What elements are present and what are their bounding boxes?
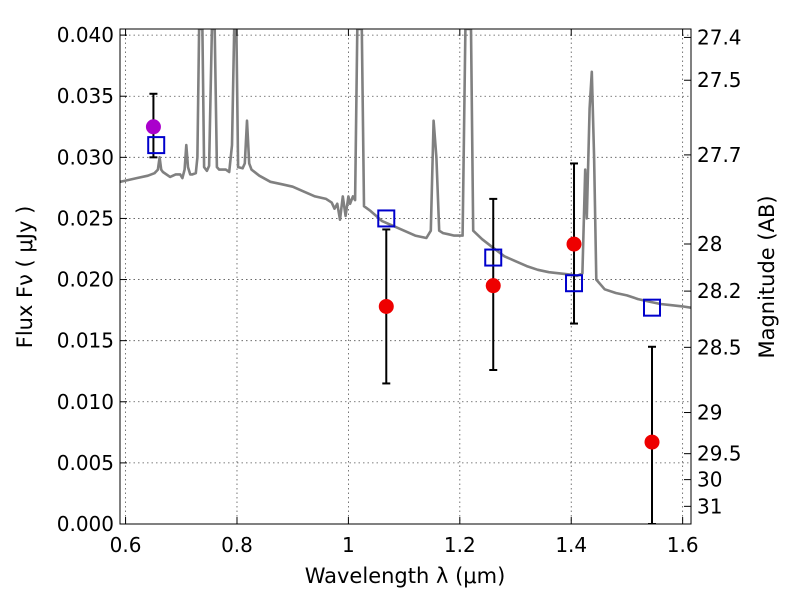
- y-tick-label: 0.005: [57, 451, 114, 475]
- right-tick-label: 29.5: [697, 442, 742, 466]
- x-tick-label: 1.6: [667, 533, 699, 557]
- model-spectrum-line: [120, 29, 691, 309]
- observed-flux-point: [644, 434, 660, 450]
- x-tick-label: 0.8: [221, 533, 253, 557]
- observed-flux-point: [566, 236, 582, 252]
- x-tick-label: 1.2: [444, 533, 476, 557]
- right-tick-label: 27.7: [697, 143, 742, 167]
- right-tick-label: 27.4: [697, 25, 742, 49]
- right-tick-label: 30: [697, 468, 722, 492]
- y-tick-label: 0.015: [57, 329, 114, 353]
- y-tick-label: 0.040: [57, 23, 114, 47]
- right-tick-label: 28.5: [697, 335, 742, 359]
- right-tick-label: 31: [697, 494, 722, 518]
- x-tick-label: 1.4: [555, 533, 587, 557]
- y-tick-label: 0.035: [57, 84, 114, 108]
- x-tick-label: 0.6: [110, 533, 142, 557]
- y-tick-label: 0.000: [57, 512, 114, 536]
- model-photometry-square: [565, 274, 584, 293]
- right-tick-label: 28: [697, 232, 722, 256]
- y-tick-label: 0.030: [57, 145, 114, 169]
- model-photometry-square: [377, 209, 396, 228]
- y-tick-label: 0.010: [57, 390, 114, 414]
- y-tick-label: 0.020: [57, 268, 114, 292]
- right-axis-label: Magnitude (AB): [755, 195, 779, 358]
- model-photometry-square: [147, 136, 166, 155]
- right-tick-label: 29: [697, 401, 722, 425]
- axis-ticks: 0.6 0.8 1 1.2 1.4 1.6 0.000 0.005 0.010 0.015 0.02…: [57, 23, 742, 557]
- x-axis-label: Wavelength λ (μm): [305, 564, 506, 588]
- observed-flux-point: [145, 119, 161, 135]
- plot-data: [120, 29, 691, 524]
- right-tick-label: 28.2: [697, 279, 742, 303]
- observed-flux-point: [378, 298, 394, 314]
- y-axis-label: Flux Fν ( μJy ): [13, 206, 37, 349]
- y-tick-label: 0.025: [57, 206, 114, 230]
- observed-flux-point: [485, 278, 501, 294]
- x-tick-label: 1: [342, 533, 355, 557]
- model-photometry-square: [643, 298, 662, 317]
- grid-lines: [120, 29, 691, 525]
- right-tick-label: 27.5: [697, 68, 742, 92]
- model-photometry-square: [484, 248, 503, 267]
- plot-frame: [119, 28, 692, 525]
